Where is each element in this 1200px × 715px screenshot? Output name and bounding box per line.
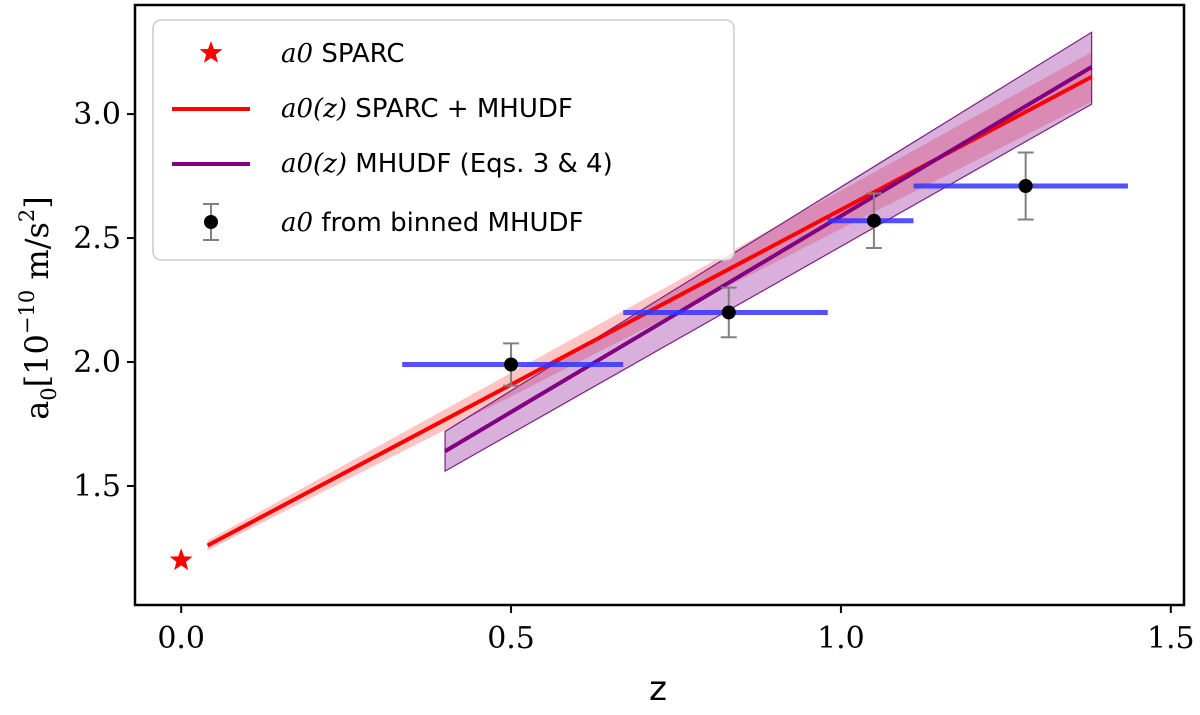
legend-label-binned: a0 from binned MHUDF bbox=[281, 208, 584, 238]
legend-label-mhudf-eqs: a0(z) MHUDF (Eqs. 3 & 4) bbox=[281, 149, 613, 179]
y-tick-label: 3.0 bbox=[73, 97, 121, 132]
y-tick-label: 1.5 bbox=[73, 469, 121, 504]
y-tick-label: 2.5 bbox=[73, 221, 121, 256]
data-point bbox=[1018, 178, 1033, 193]
plot-area-frame bbox=[133, 3, 1186, 607]
fit-line bbox=[444, 65, 1093, 454]
legend-label-sparc-mhudf: a0(z) SPARC + MHUDF bbox=[281, 94, 573, 124]
legend-star-marker bbox=[199, 41, 223, 63]
y-axis-ticks: 1.5 2.0 2.5 3.0 bbox=[73, 97, 135, 504]
data-points bbox=[169, 151, 1128, 571]
legend-label-sparc: a0 SPARC bbox=[281, 39, 405, 69]
legend-box bbox=[152, 19, 735, 261]
y-tick-label: 2.0 bbox=[73, 345, 121, 380]
x-tick-label: 0.5 bbox=[487, 621, 535, 656]
confidence-bands bbox=[207, 31, 1093, 551]
svg-text:a0[10−10 m/s2]: a0[10−10 m/s2] bbox=[15, 196, 61, 420]
confidence-band bbox=[207, 52, 1092, 551]
legend-errorbar-marker bbox=[203, 203, 219, 241]
x-axis-label: z bbox=[649, 669, 667, 709]
x-axis-ticks: 0.0 0.5 1.0 1.5 bbox=[157, 605, 1195, 656]
star-marker bbox=[169, 548, 193, 571]
data-point bbox=[504, 357, 519, 372]
data-point bbox=[721, 305, 736, 320]
confidence-band bbox=[444, 31, 1093, 473]
x-tick-label: 0.0 bbox=[157, 621, 205, 656]
data-point bbox=[866, 213, 881, 228]
x-tick-label: 1.0 bbox=[817, 621, 865, 656]
legend: a0 SPARC a0(z) SPARC + MHUDF a0(z) MHUDF… bbox=[152, 19, 735, 261]
y-axis-label: a0[10−10 m/s2] bbox=[15, 196, 61, 420]
x-tick-label: 1.5 bbox=[1147, 621, 1195, 656]
